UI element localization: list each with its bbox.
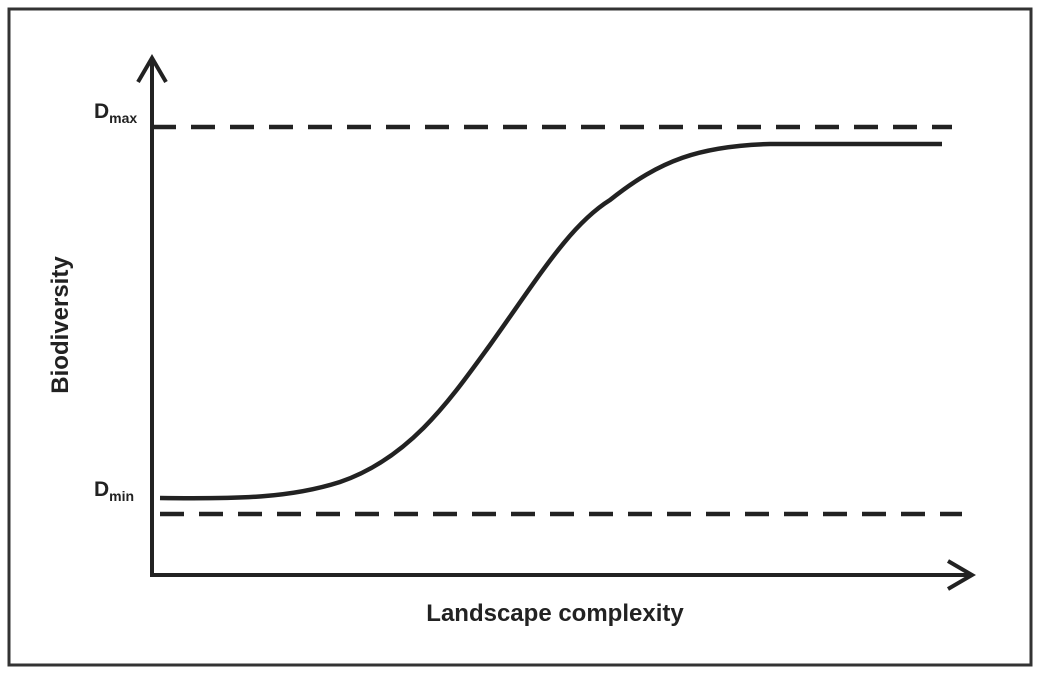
y-axis-label: Biodiversity	[47, 256, 74, 394]
upper-level-label: Dmax	[94, 100, 137, 126]
x-axis-label: Landscape complexity	[426, 600, 684, 627]
x-axis-arrow	[946, 559, 976, 591]
lower-level-label: Dmin	[94, 478, 134, 504]
sigmoid-curve	[159, 141, 942, 501]
label-subscript: min	[109, 488, 134, 504]
label-base: D	[94, 100, 109, 123]
y-axis-arrow	[136, 54, 168, 84]
label-base: D	[94, 478, 109, 501]
label-subscript: max	[109, 110, 137, 126]
frame	[7, 7, 1033, 667]
